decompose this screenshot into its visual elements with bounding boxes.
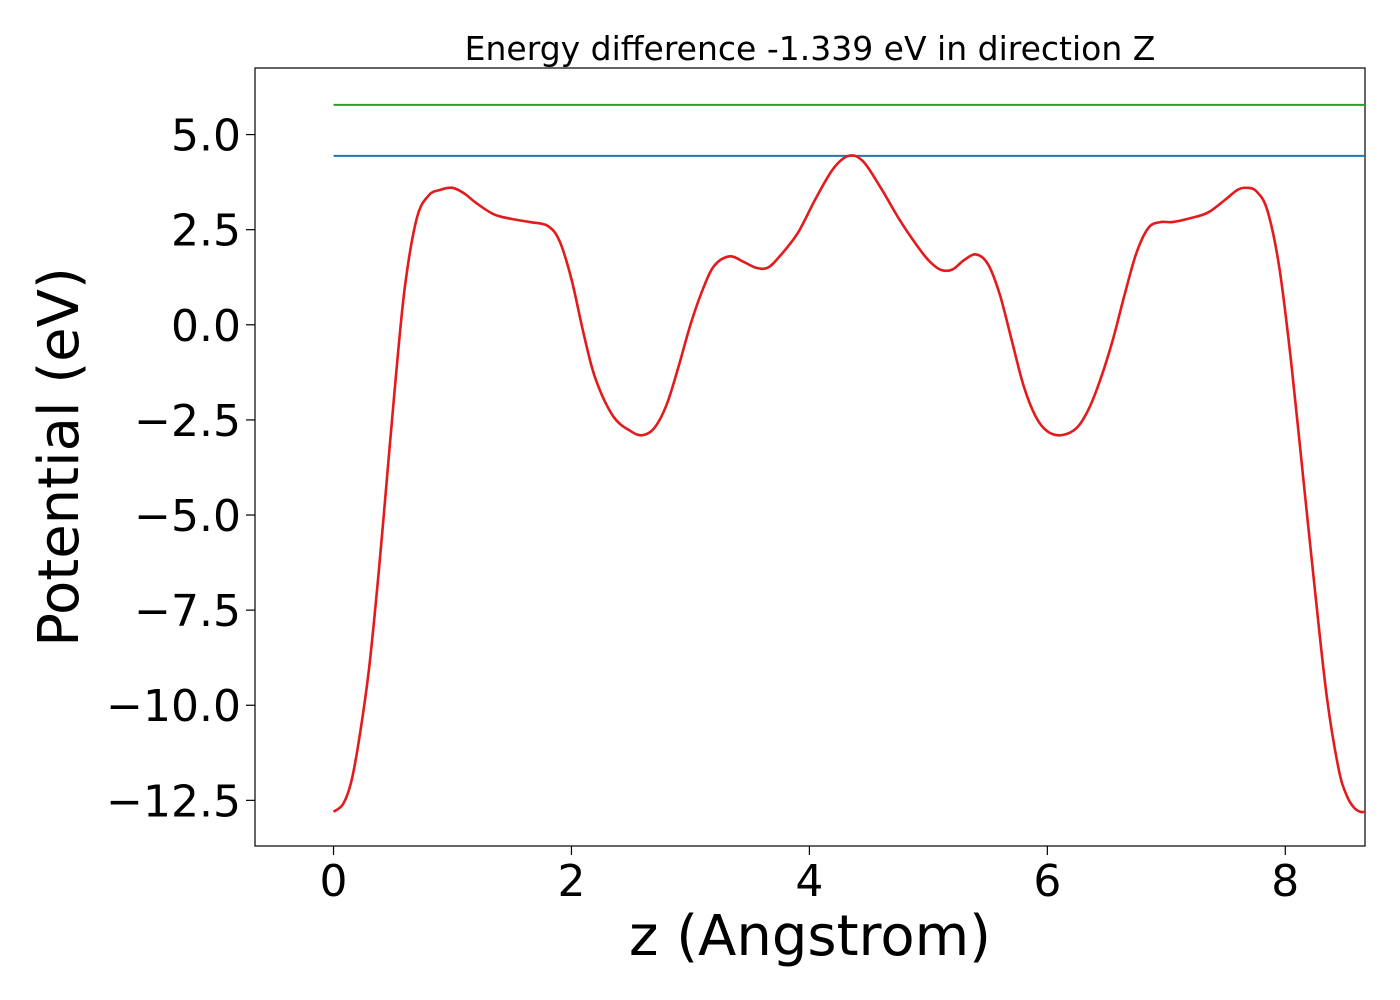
y-tick-label: 2.5 bbox=[171, 206, 241, 257]
x-axis: 0 2 4 6 8 bbox=[320, 846, 1299, 907]
x-tick-label: 6 bbox=[1033, 856, 1061, 907]
y-tick-label: 5.0 bbox=[171, 111, 241, 162]
plot-frame bbox=[254, 67, 1366, 847]
series-layer bbox=[332, 103, 1366, 814]
y-axis: 5.0 2.5 0.0 −2.5 −5.0 −7.5 −10.0 −12.5 bbox=[106, 111, 255, 827]
x-tick-label: 2 bbox=[557, 856, 585, 907]
y-tick-label: −2.5 bbox=[134, 396, 241, 447]
y-axis-label: Potential (eV) bbox=[27, 267, 92, 647]
chart-title: Energy difference -1.339 eV in direction… bbox=[465, 29, 1156, 68]
x-tick-label: 0 bbox=[320, 856, 348, 907]
x-tick-label: 4 bbox=[795, 856, 823, 907]
y-tick-label: −7.5 bbox=[134, 586, 241, 637]
x-axis-label: z (Angstrom) bbox=[629, 904, 991, 969]
y-tick-label: −12.5 bbox=[106, 776, 241, 827]
y-tick-label: −5.0 bbox=[134, 491, 241, 542]
y-tick-label: 0.0 bbox=[171, 301, 241, 352]
y-tick-label: −10.0 bbox=[106, 681, 241, 732]
x-tick-label: 8 bbox=[1271, 856, 1299, 907]
series-line-3 bbox=[332, 154, 1366, 814]
